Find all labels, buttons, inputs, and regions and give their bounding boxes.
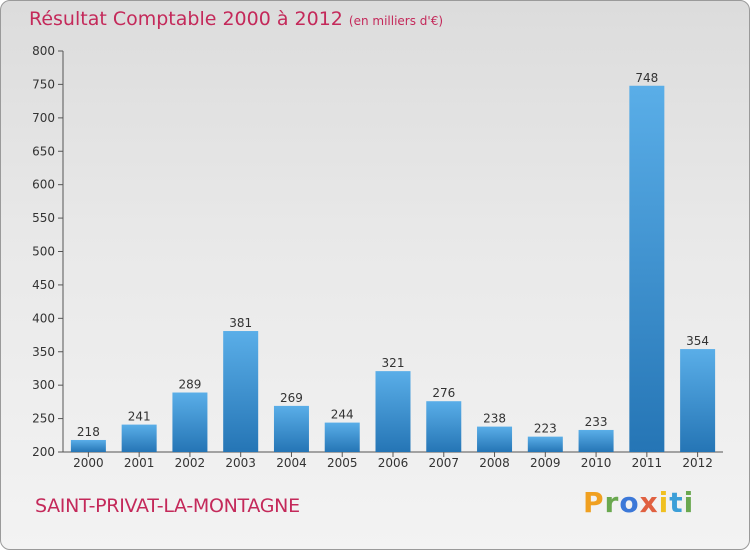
x-tick-label: 2000 [73,456,104,470]
commune-name: SAINT-PRIVAT-LA-MONTAGNE [35,495,300,517]
y-tick-label: 500 [32,245,55,259]
unit-label: (en milliers d'€) [348,14,444,28]
y-tick-label: 800 [32,44,55,58]
y-tick-label: 750 [32,77,55,91]
data-label-2010: 233 [585,415,608,429]
y-tick-label: 600 [32,178,55,192]
bar-2001 [121,424,157,452]
y-tick-label: 650 [32,144,55,158]
y-tick-label: 300 [32,378,55,392]
data-label-2008: 238 [483,412,506,426]
x-tick-label: 2006 [378,456,409,470]
x-tick-label: 2007 [428,456,459,470]
x-tick-label: 2002 [175,456,206,470]
y-tick-label: 200 [32,445,55,459]
bar-2008 [477,426,513,452]
bar-2006 [375,371,411,452]
data-label-2012: 354 [686,334,709,348]
bar-2002 [172,392,208,452]
title-text: Résultat Comptable 2000 à 2012 [29,8,343,30]
data-label-2009: 223 [534,422,557,436]
bars [70,85,716,453]
data-label-2011: 748 [635,71,658,85]
bar-2004 [273,405,309,452]
x-tick-label: 2010 [581,456,612,470]
chart-title: Résultat Comptable 2000 à 2012 (en millie… [29,8,443,30]
y-tick-label: 250 [32,412,55,426]
data-label-2007: 276 [432,386,455,400]
y-tick-label: 350 [32,345,55,359]
y-tick-label: 400 [32,311,55,325]
data-label-2004: 269 [280,391,303,405]
x-tick-label: 2001 [124,456,155,470]
x-tick-label: 2012 [682,456,713,470]
x-tick-label: 2008 [479,456,510,470]
brand-logo: Proxiti [583,486,695,519]
data-label-2005: 244 [331,408,354,422]
data-label-2001: 241 [128,410,151,424]
x-tick-label: 2003 [225,456,256,470]
y-tick-label: 700 [32,111,55,125]
bar-2007 [426,401,462,452]
data-labels: 218 241 289 381 269 244 321 276 238 223 233 748 354 [77,71,709,439]
bar-2010 [578,429,614,452]
bar-2003 [223,331,259,452]
x-tick-label: 2009 [530,456,561,470]
y-tick-label: 450 [32,278,55,292]
bar-2012 [680,349,716,452]
x-tick-label: 2011 [632,456,663,470]
bar-2011 [629,85,665,453]
x-tick-label: 2004 [276,456,307,470]
bar-2005 [324,422,360,452]
data-label-2002: 289 [178,378,201,392]
x-tick-label: 2005 [327,456,358,470]
data-label-2003: 381 [229,316,252,330]
y-tick-label: 550 [32,211,55,225]
data-label-2006: 321 [382,356,405,370]
data-label-2000: 218 [77,425,100,439]
bar-2009 [527,436,563,452]
bar-2000 [70,439,106,452]
